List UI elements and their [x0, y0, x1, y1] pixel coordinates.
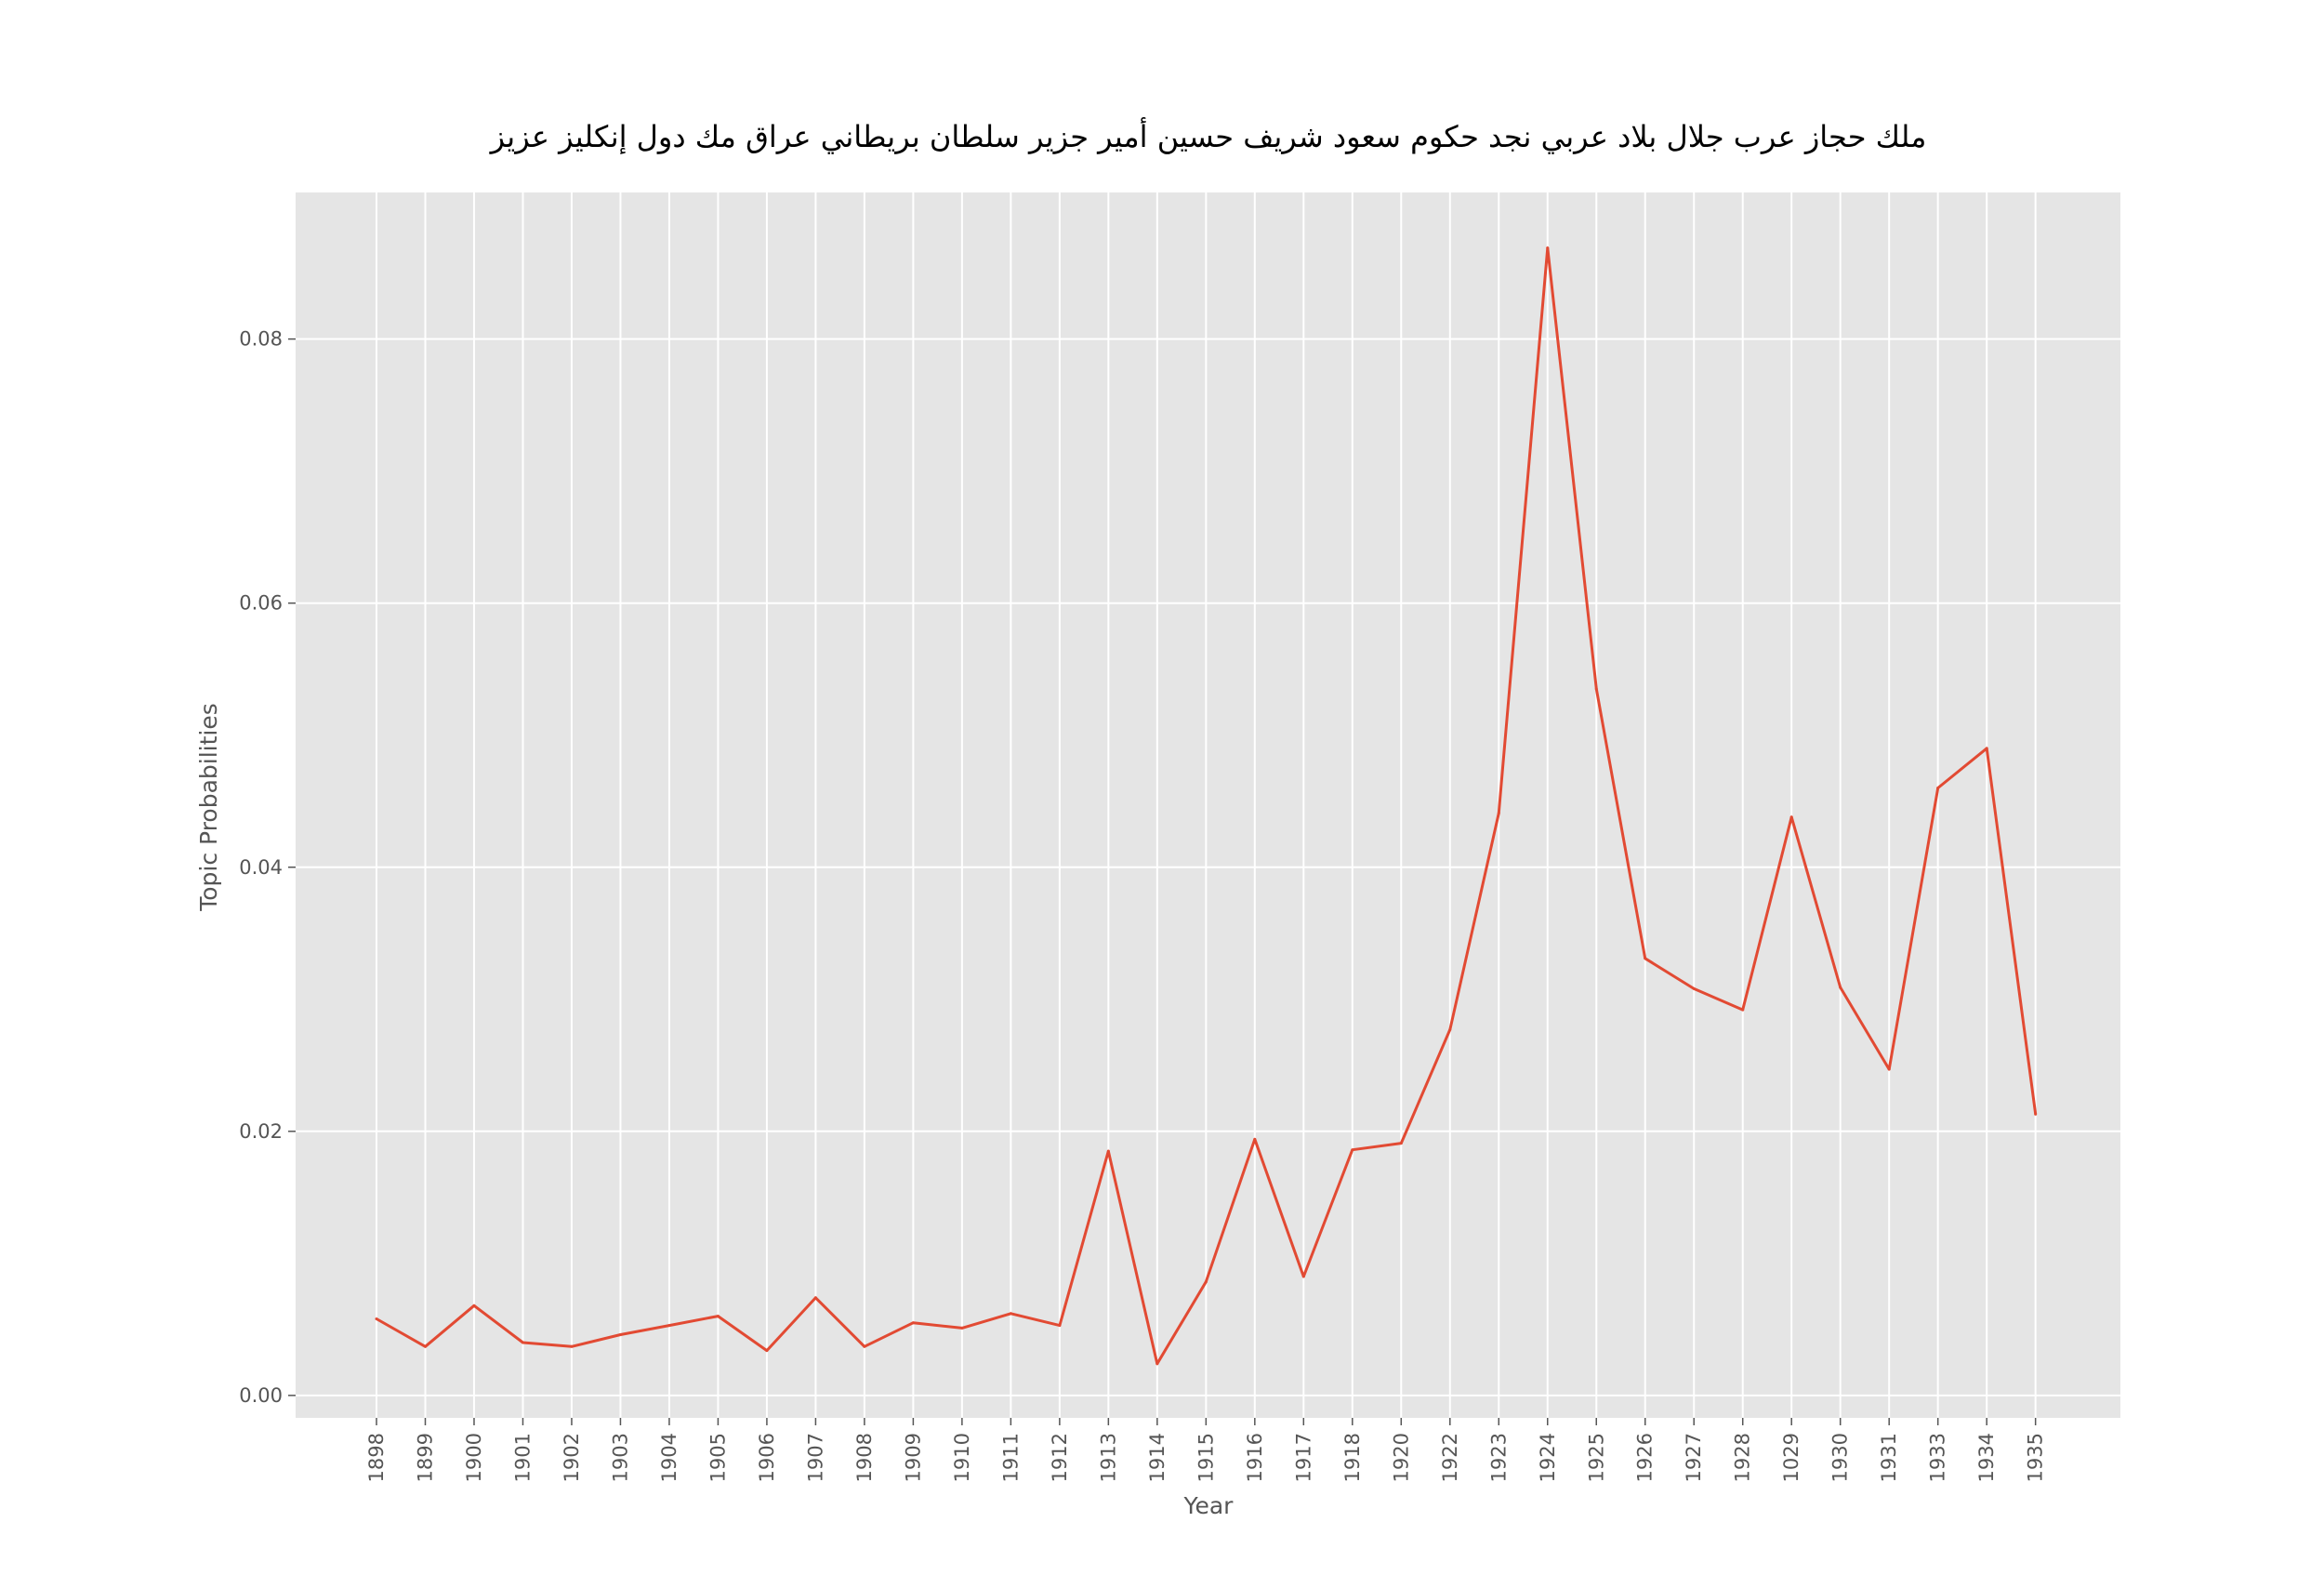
- x-axis-ticks: 1898 1899 1900 1901 1902 1903 1904 1905 1906 1907…: [365, 1418, 2047, 1482]
- x-tick-label: 1923: [1487, 1433, 1510, 1482]
- data-point: [1594, 687, 1598, 691]
- x-tick-label: 1930: [1829, 1433, 1852, 1482]
- data-point: [1497, 812, 1500, 815]
- x-tick-label: 1899: [414, 1433, 436, 1482]
- x-tick-label: 1902: [561, 1433, 583, 1482]
- data-point: [1301, 1275, 1305, 1278]
- x-tick-label: 1908: [853, 1433, 876, 1482]
- x-tick-label: 1910: [951, 1433, 973, 1482]
- x-tick-label: 1901: [511, 1433, 534, 1482]
- x-tick-label: 1907: [804, 1433, 826, 1482]
- data-point: [1692, 986, 1696, 990]
- data-point: [1839, 986, 1842, 989]
- x-tick-label: 1906: [756, 1433, 778, 1482]
- x-tick-label: 1931: [1878, 1433, 1900, 1482]
- x-tick-label: 1933: [1927, 1433, 1949, 1482]
- data-point: [863, 1344, 866, 1348]
- y-axis-title: Topic Probabilities: [195, 703, 222, 912]
- data-point: [1644, 957, 1647, 960]
- x-tick-label: 1912: [1049, 1433, 1071, 1482]
- x-tick-label: 1903: [609, 1433, 631, 1482]
- data-point: [570, 1344, 574, 1348]
- x-tick-label: 1911: [999, 1433, 1022, 1482]
- x-tick-label: 1905: [706, 1433, 729, 1482]
- data-point: [765, 1349, 769, 1353]
- data-point: [1204, 1280, 1208, 1284]
- data-point: [1887, 1067, 1891, 1071]
- data-point: [667, 1324, 671, 1328]
- x-tick-label: 1904: [658, 1433, 680, 1482]
- plot-area: [296, 192, 2120, 1418]
- data-point: [911, 1321, 915, 1325]
- data-point: [375, 1317, 378, 1320]
- data-point: [521, 1341, 524, 1344]
- data-point: [1741, 1008, 1745, 1012]
- x-tick-label: 1917: [1292, 1433, 1314, 1482]
- chart-title: ملك حجاز عرب جلال بلاد عربي نجد حكوم سعو…: [489, 117, 1927, 154]
- x-tick-label: 1029: [1780, 1433, 1802, 1482]
- y-gridlines: [296, 338, 2120, 1396]
- x-tick-label: 1909: [902, 1433, 924, 1482]
- data-point: [1106, 1149, 1110, 1153]
- data-point: [1253, 1137, 1257, 1141]
- x-tick-label: 1935: [2025, 1433, 2047, 1482]
- data-point: [1985, 747, 1988, 750]
- x-tick-label: 1927: [1683, 1433, 1705, 1482]
- x-tick-label: 1928: [1732, 1433, 1754, 1482]
- y-tick-label: 0.02: [239, 1120, 283, 1143]
- x-tick-label: 1914: [1146, 1433, 1169, 1482]
- data-point: [716, 1315, 720, 1318]
- x-tick-label: 1918: [1341, 1433, 1364, 1482]
- x-tick-label: 1924: [1537, 1433, 1559, 1482]
- x-tick-label: 1934: [1975, 1433, 1998, 1482]
- x-axis-title: Year: [1183, 1492, 1235, 1519]
- data-point: [1351, 1148, 1354, 1152]
- data-point: [1789, 815, 1793, 819]
- data-point: [1058, 1324, 1062, 1328]
- data-point: [1448, 1027, 1452, 1031]
- y-tick-label: 0.04: [239, 856, 283, 879]
- x-tick-label: 1920: [1390, 1433, 1412, 1482]
- y-axis-ticks: 0.00 0.02 0.04 0.06 0.08: [239, 328, 296, 1407]
- data-point: [1009, 1312, 1012, 1316]
- y-tick-label: 0.08: [239, 328, 283, 351]
- x-tick-label: 1900: [463, 1433, 485, 1482]
- x-tick-label: 1913: [1097, 1433, 1119, 1482]
- x-tick-label: 1926: [1634, 1433, 1657, 1482]
- y-tick-label: 0.06: [239, 592, 283, 615]
- x-tick-label: 1925: [1585, 1433, 1607, 1482]
- x-tick-label: 1916: [1244, 1433, 1266, 1482]
- x-tick-label: 1915: [1195, 1433, 1217, 1482]
- data-point: [813, 1296, 817, 1300]
- y-tick-label: 0.00: [239, 1384, 283, 1407]
- x-tick-label: 1898: [365, 1433, 388, 1482]
- data-point: [2034, 1112, 2038, 1116]
- x-tick-label: 1922: [1439, 1433, 1461, 1482]
- series-layer: [375, 246, 2038, 1366]
- data-point: [423, 1344, 427, 1348]
- data-point: [618, 1333, 622, 1337]
- data-point: [960, 1326, 964, 1330]
- data-point: [1546, 246, 1550, 250]
- data-point: [1399, 1142, 1403, 1145]
- data-point: [1936, 787, 1940, 790]
- x-gridlines: [376, 192, 2037, 1418]
- data-point: [472, 1304, 476, 1307]
- data-point: [1155, 1362, 1159, 1366]
